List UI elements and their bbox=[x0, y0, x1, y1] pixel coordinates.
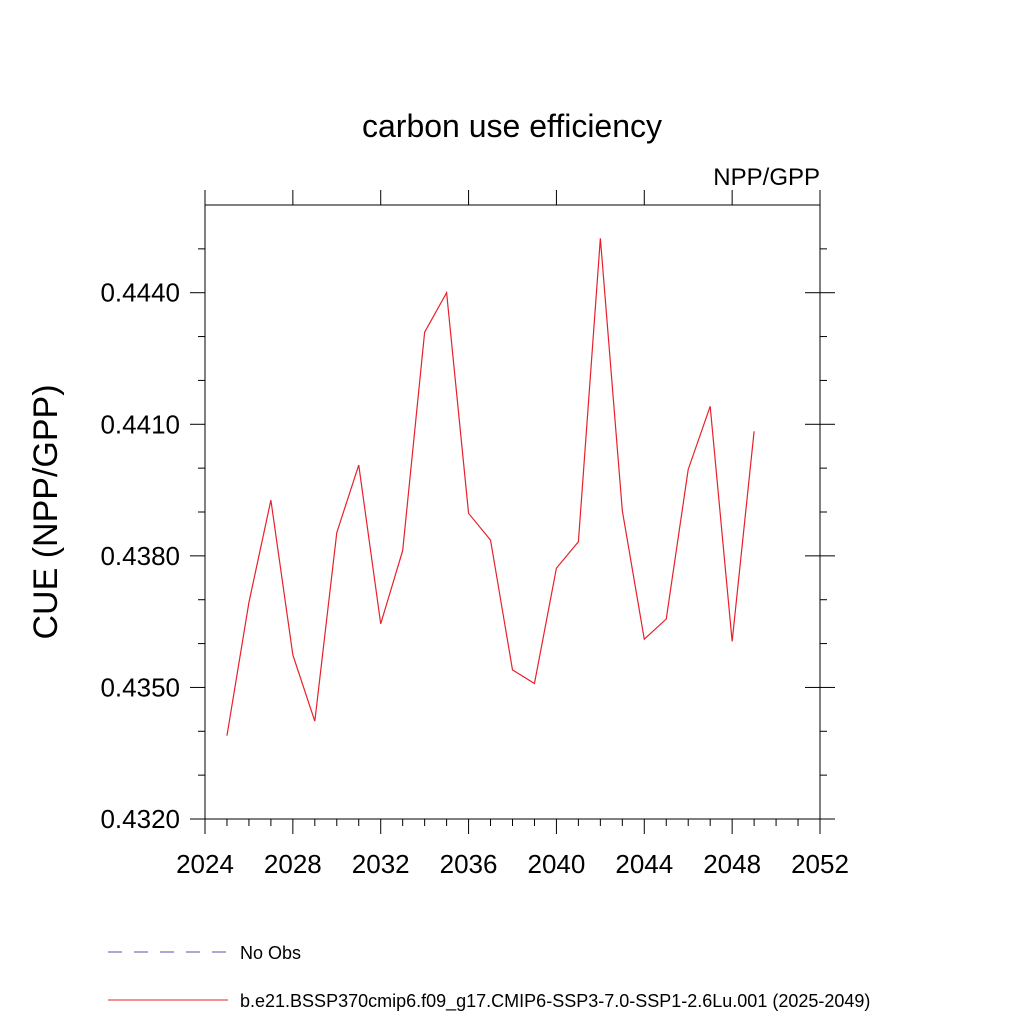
y-axis-label: CUE (NPP/GPP) bbox=[27, 384, 65, 639]
ticks bbox=[190, 190, 835, 834]
x-tick-label: 2024 bbox=[176, 849, 234, 879]
plot-frame bbox=[204, 204, 821, 820]
x-tick-label: 2032 bbox=[352, 849, 410, 879]
legend-label: No Obs bbox=[240, 943, 301, 963]
y-tick-label: 0.4320 bbox=[100, 804, 180, 834]
legend-label: b.e21.BSSP370cmip6.f09_g17.CMIP6-SSP3-7.… bbox=[240, 991, 870, 1012]
y-tick-label: 0.4410 bbox=[100, 409, 180, 439]
x-tick-label: 2048 bbox=[703, 849, 761, 879]
x-tick-label: 2052 bbox=[791, 849, 849, 879]
legend: No Obs b.e21.BSSP370cmip6.f09_g17.CMIP6-S… bbox=[108, 943, 870, 1012]
y-tick-label: 0.4380 bbox=[100, 541, 180, 571]
x-tick-label: 2036 bbox=[440, 849, 498, 879]
x-tick-label: 2040 bbox=[528, 849, 586, 879]
series-lines bbox=[226, 238, 755, 736]
chart-title: carbon use efficiency bbox=[362, 108, 662, 144]
y-tick-label: 0.4440 bbox=[100, 278, 180, 308]
tick-labels: 2024 2028 2032 2036 2040 2044 2048 2052 0.4320 0.… bbox=[100, 278, 848, 879]
x-tick-label: 2044 bbox=[615, 849, 673, 879]
series-line bbox=[226, 238, 755, 736]
x-tick-label: 2028 bbox=[264, 849, 322, 879]
y-tick-label: 0.4350 bbox=[100, 672, 180, 702]
chart-subtitle: NPP/GPP bbox=[713, 164, 820, 191]
